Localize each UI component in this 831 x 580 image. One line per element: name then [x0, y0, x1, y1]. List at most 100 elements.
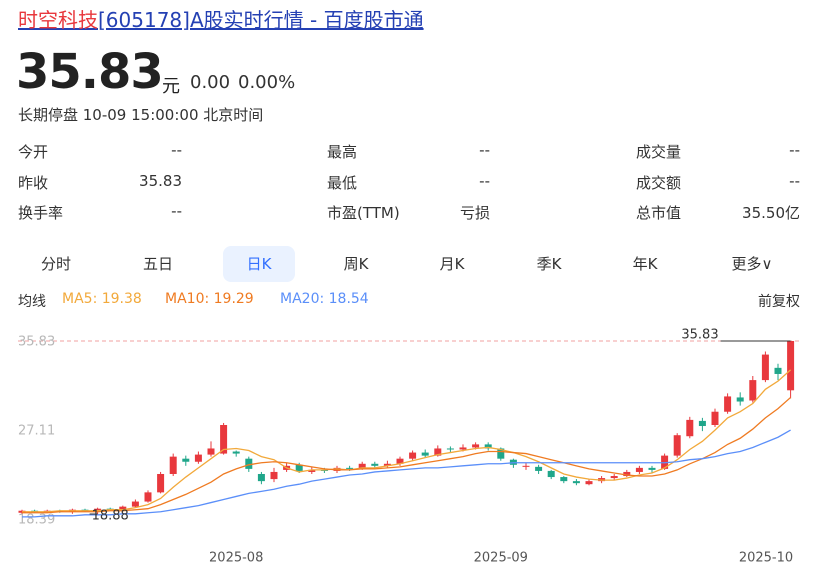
x-tick-label: 2025-10: [739, 551, 793, 566]
candle-body: [724, 396, 732, 412]
period-tab[interactable]: 更多∨: [731, 255, 773, 273]
title-rest[interactable]: [605178]A股实时行情 - 百度股市通: [98, 8, 424, 32]
candle-body: [182, 458, 190, 462]
candle-body: [761, 354, 769, 381]
stat-label: 总市值: [636, 204, 682, 222]
candle-body: [686, 419, 694, 437]
period-tab[interactable]: 季K: [536, 255, 562, 273]
stat-value: --: [479, 141, 490, 159]
candle-body: [421, 452, 429, 456]
stat-label: 今开: [18, 143, 49, 161]
period-tab[interactable]: 日K: [223, 246, 295, 282]
candle-body: [194, 454, 202, 462]
candle-body: [535, 466, 543, 471]
min-label: 18.88: [92, 508, 129, 523]
candle-body: [547, 470, 555, 478]
y-tick-label: 18.39: [18, 513, 55, 528]
candle-body: [383, 463, 391, 466]
candle-body: [522, 465, 530, 467]
price-change: 0.00: [190, 72, 231, 93]
candle-body: [673, 435, 681, 456]
candle-body: [484, 444, 492, 449]
stat-value: --: [479, 172, 490, 190]
candle-body: [257, 473, 265, 482]
trade-status: 长期停盘 10-09 15:00:00 北京时间: [18, 106, 264, 124]
kline-chart: 35.83 27.11 18.39 35.83 18.88 2025-08 2025-09 2…: [18, 328, 800, 566]
period-tab[interactable]: 年K: [632, 255, 658, 273]
stat-label: 换手率: [18, 204, 64, 222]
page-title-link[interactable]: 时空科技[605178]A股实时行情 - 百度股市通: [18, 4, 424, 33]
price-unit: 元: [162, 76, 180, 97]
candle-body: [749, 380, 757, 401]
ma-line: [22, 369, 792, 513]
candle-body: [446, 448, 454, 450]
candle-body: [711, 411, 719, 425]
legend-entry: MA20: 18.54: [280, 291, 369, 307]
stat-label: 最高: [327, 143, 358, 161]
candle-body: [232, 451, 240, 454]
stat-label: 成交额: [636, 174, 682, 192]
candle-body: [698, 420, 706, 427]
candle-body: [157, 473, 165, 493]
candle-body: [560, 477, 568, 482]
ma-line: [22, 429, 791, 518]
stat-value: 35.50亿: [742, 204, 800, 222]
y-tick-label: 27.11: [18, 424, 55, 439]
candle-body: [459, 447, 467, 450]
stat-value: --: [789, 172, 800, 190]
candle-body: [220, 424, 228, 454]
stat-value: --: [171, 141, 182, 159]
legend-entry: MA10: 19.29: [165, 291, 254, 307]
period-tab[interactable]: 周K: [343, 255, 369, 273]
candle-body: [346, 467, 354, 469]
candle-body: [131, 501, 139, 507]
candle-body: [434, 448, 442, 456]
candle-body: [572, 481, 580, 484]
stat-value: --: [789, 141, 800, 159]
candle-body: [648, 467, 656, 470]
candle-body: [623, 471, 631, 477]
x-tick-label: 2025-08: [209, 551, 263, 566]
stat-label: 成交量: [636, 143, 682, 161]
stat-label: 最低: [327, 174, 358, 192]
adjust-toggle[interactable]: 前复权: [758, 294, 800, 310]
stat-label: 昨收: [18, 174, 49, 192]
candle-body: [144, 492, 152, 502]
stat-label: 市盈(TTM): [327, 204, 400, 222]
stat-value: 亏损: [459, 204, 490, 222]
candle-body: [358, 463, 366, 469]
candle-body: [736, 397, 744, 402]
ma-line: [22, 396, 792, 514]
candle-body: [295, 464, 303, 471]
price-change-pct: 0.00%: [238, 72, 296, 93]
candle-body: [308, 469, 316, 472]
candle-body: [635, 467, 643, 472]
candle-body: [472, 444, 480, 448]
candle-body: [497, 448, 505, 459]
price: 35.83: [16, 44, 164, 100]
candle-body: [774, 367, 782, 374]
candle-body: [169, 456, 177, 474]
ma-title: 均线: [18, 294, 46, 310]
stat-value: 35.83: [139, 172, 182, 190]
candle-body: [409, 452, 417, 459]
candle-body: [119, 506, 127, 510]
candle-body: [787, 341, 795, 391]
x-tick-label: 2025-09: [474, 551, 528, 566]
max-label: 35.83: [681, 328, 718, 343]
title-highlight[interactable]: 时空科技: [18, 8, 98, 32]
candle-body: [610, 476, 618, 479]
candle-body: [245, 458, 253, 469]
period-tab[interactable]: 月K: [439, 255, 465, 273]
stat-value: --: [171, 202, 182, 220]
legend-entry: MA5: 19.38: [62, 291, 142, 307]
y-tick-label: 35.83: [18, 335, 55, 350]
candle-body: [207, 448, 215, 455]
period-tab[interactable]: 分时: [40, 255, 71, 273]
candle-body: [585, 481, 593, 485]
candle-body: [94, 508, 102, 511]
candle-body: [396, 458, 404, 464]
period-tab[interactable]: 五日: [142, 255, 173, 273]
candle-body: [371, 463, 379, 466]
